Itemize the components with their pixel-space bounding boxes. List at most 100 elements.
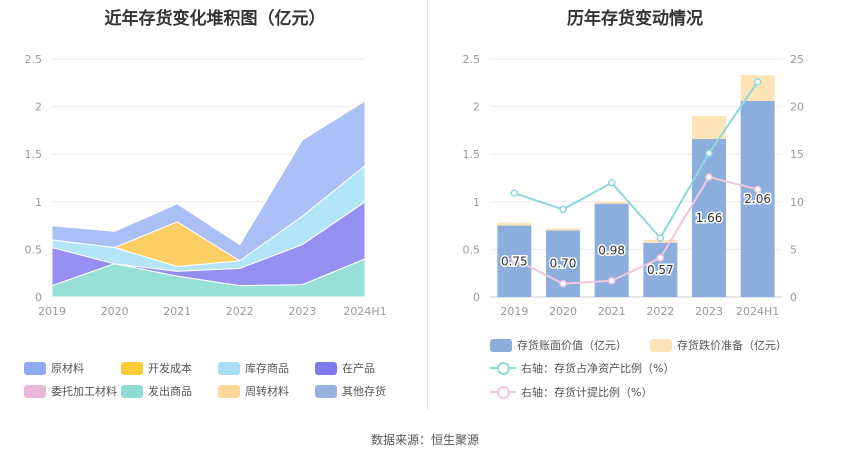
y-tick-label: 0: [473, 291, 480, 304]
legend-item[interactable]: 存货账面价值（亿元）: [490, 337, 627, 353]
legend-swatch: [121, 361, 143, 375]
legend-item[interactable]: 发出商品: [121, 383, 192, 399]
line-provision-ratio: [513, 175, 758, 285]
y-tick-label: 0: [35, 291, 42, 304]
bar-book-value: [692, 138, 726, 297]
legend-label: 存货跌价准备（亿元）: [677, 339, 787, 352]
area-series: [51, 98, 366, 246]
legend-label: 库存商品: [245, 362, 289, 375]
x-tick-label: 2021: [598, 305, 626, 318]
legend-swatch: [121, 384, 143, 398]
y2-tick-label: 20: [790, 101, 804, 114]
legend-label: 存货账面价值（亿元）: [517, 339, 627, 352]
y-tick-label: 0.5: [463, 243, 481, 256]
line-point: [705, 149, 713, 157]
x-tick-label: 2023: [695, 305, 723, 318]
legend-label: 周转材料: [245, 385, 289, 398]
x-tick-label: 2022: [226, 305, 254, 318]
legend-label: 委托加工材料: [51, 385, 117, 398]
legend-item[interactable]: 委托加工材料: [24, 383, 117, 399]
y-tick-label: 1.5: [463, 148, 481, 161]
stacked-area-chart: 0 0.5 1 1.5 2 2.5 2019 2020 2021 2022 2023 2024H1: [25, 53, 387, 318]
legend-label: 在产品: [342, 362, 375, 375]
bar-provision: [497, 222, 532, 226]
x-tick-label: 2019: [500, 305, 528, 318]
x-tick-label: 2021: [163, 305, 191, 318]
y-tick-label: 1: [473, 196, 480, 209]
line-net-asset-ratio: [513, 81, 759, 240]
bar-value-label: 0.70: [550, 257, 577, 271]
legend-swatch: [650, 338, 672, 352]
line-point: [510, 255, 519, 263]
legend-item[interactable]: 原材料: [24, 360, 84, 376]
y-tick-label: 0.5: [25, 243, 43, 256]
bar-book-value: [643, 242, 678, 297]
legend-swatch: [218, 361, 240, 375]
legend-swatch: [24, 361, 46, 375]
x-tick-label: 2019: [38, 305, 66, 318]
legend-swatch: [315, 384, 337, 398]
legend-label: 开发成本: [148, 362, 192, 375]
x-tick-label: 2022: [646, 305, 674, 318]
line-point: [607, 277, 616, 285]
y-tick-label: 1.5: [25, 148, 43, 161]
y2-tick-label: 0: [790, 291, 797, 304]
y-tick-label: 2.5: [463, 53, 481, 66]
bar-book-value: [740, 100, 775, 297]
legend-swatch: [24, 384, 46, 398]
legend-line-marker: [490, 385, 516, 399]
bar-line-chart: 0 0.5 1 1.5 2 2.5 0 5 10 15 20 25 2019 2020 2021 2022 20…: [463, 53, 805, 318]
bar-provision: [692, 116, 726, 139]
line-point: [705, 173, 713, 181]
bar-value-label: 0.98: [598, 243, 625, 257]
left-chart-title: 近年存货变化堆积图（亿元）: [104, 9, 326, 29]
y-tick-label: 2: [473, 101, 480, 114]
legend-label: 发出商品: [148, 385, 192, 398]
legend-label: 右轴：存货计提比例（%）: [521, 386, 653, 399]
legend-item[interactable]: 库存商品: [218, 360, 289, 376]
line-point: [656, 234, 665, 242]
legend-item[interactable]: 其他存货: [315, 383, 386, 399]
y-tick-label: 2: [35, 101, 42, 114]
line-point: [559, 205, 567, 214]
legend-item[interactable]: 开发成本: [121, 360, 192, 376]
legend-item[interactable]: 右轴：存货计提比例（%）: [490, 384, 652, 400]
x-tick-label: 2024H1: [343, 305, 386, 318]
line-point: [753, 78, 762, 86]
y-tick-label: 1: [35, 196, 42, 209]
legend-swatch: [315, 361, 337, 375]
legend-item[interactable]: 右轴：存货占净资产比例（%）: [490, 360, 674, 376]
legend-swatch: [490, 338, 512, 352]
bar-value-label: 1.66: [696, 211, 723, 225]
x-tick-label: 2024H1: [736, 305, 779, 318]
legend-line-marker: [490, 361, 516, 375]
right-chart-title: 历年存货变动情况: [567, 9, 703, 29]
source-note: 数据来源：恒生聚源: [370, 433, 479, 447]
bar-value-label: 0.57: [647, 263, 674, 277]
legend-swatch: [218, 384, 240, 398]
line-point: [607, 179, 616, 187]
legend-item[interactable]: 在产品: [315, 360, 375, 376]
legend-label: 原材料: [51, 362, 84, 375]
bar-provision: [546, 228, 580, 231]
legend-item[interactable]: 存货跌价准备（亿元）: [650, 337, 787, 353]
x-tick-label: 2023: [288, 305, 316, 318]
x-tick-label: 2020: [101, 305, 129, 318]
line-point: [656, 254, 665, 262]
bar-value-label: 2.06: [744, 192, 771, 206]
x-tick-label: 2020: [549, 305, 577, 318]
line-point: [559, 279, 567, 288]
legend-item[interactable]: 周转材料: [218, 383, 289, 399]
y2-tick-label: 5: [790, 243, 797, 256]
line-point: [753, 185, 762, 194]
legend-label: 右轴：存货占净资产比例（%）: [521, 362, 675, 375]
y2-tick-label: 15: [790, 148, 804, 161]
line-point: [510, 189, 519, 197]
legend-label: 其他存货: [342, 385, 386, 398]
bar-provision: [594, 201, 629, 204]
panel-divider: [427, 0, 428, 410]
y2-tick-label: 25: [790, 53, 804, 66]
y-tick-label: 2.5: [25, 53, 43, 66]
bar-value-label: 0.75: [501, 254, 528, 268]
